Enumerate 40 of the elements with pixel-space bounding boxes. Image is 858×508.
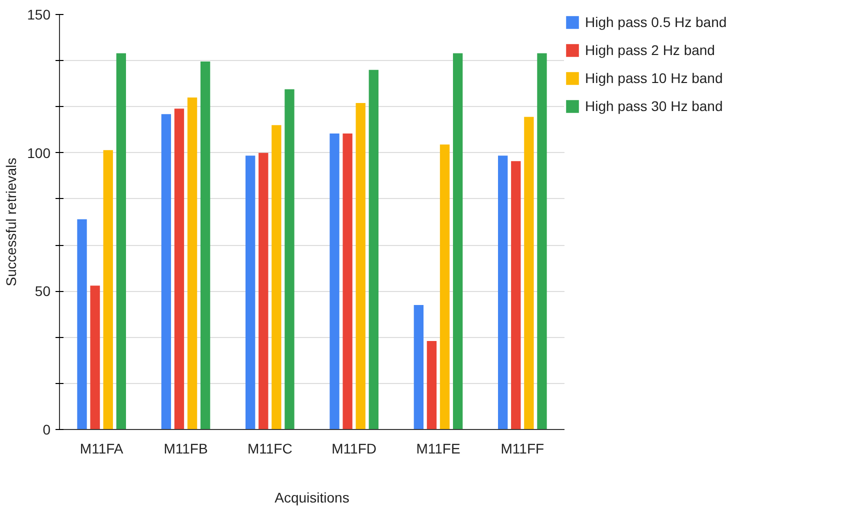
bar	[537, 53, 547, 430]
bar	[440, 144, 450, 430]
bar	[284, 89, 294, 430]
bar	[116, 53, 126, 430]
bar	[103, 150, 113, 430]
bar	[414, 305, 424, 430]
y-tick-label: 50	[34, 283, 51, 300]
bar	[498, 156, 508, 430]
bar	[246, 156, 256, 430]
bar	[524, 116, 534, 430]
y-tick-label: 100	[27, 144, 51, 161]
bar	[272, 125, 282, 430]
bar	[258, 152, 268, 430]
bar	[342, 133, 352, 430]
y-axis-title: Successful retrievals	[3, 158, 20, 286]
bar	[174, 108, 184, 430]
bar	[452, 53, 463, 430]
bar	[356, 103, 366, 430]
x-axis-title: Acquisitions	[274, 490, 350, 506]
bar	[200, 62, 210, 430]
bar	[368, 70, 378, 430]
x-tick-label: M11FE	[416, 440, 460, 456]
x-tick-label: M11FF	[500, 440, 544, 456]
legend-label: High pass 10 Hz band	[585, 70, 723, 86]
bar	[330, 133, 340, 430]
bar	[187, 98, 198, 430]
x-tick-label: M11FC	[247, 440, 292, 456]
legend-label: High pass 0.5 Hz band	[585, 14, 727, 30]
bar	[77, 219, 87, 430]
bar	[426, 340, 437, 430]
x-tick-label: M11FD	[332, 440, 377, 456]
bar	[511, 161, 521, 430]
legend-label: High pass 2 Hz band	[585, 42, 715, 58]
y-tick-label: 150	[27, 6, 51, 22]
legend-label: High pass 30 Hz band	[585, 98, 723, 114]
bar	[161, 114, 172, 430]
y-tick-label: 0	[42, 422, 51, 438]
bar	[90, 286, 100, 430]
x-tick-label: M11FB	[164, 440, 208, 456]
x-tick-label: M11FA	[80, 440, 124, 456]
